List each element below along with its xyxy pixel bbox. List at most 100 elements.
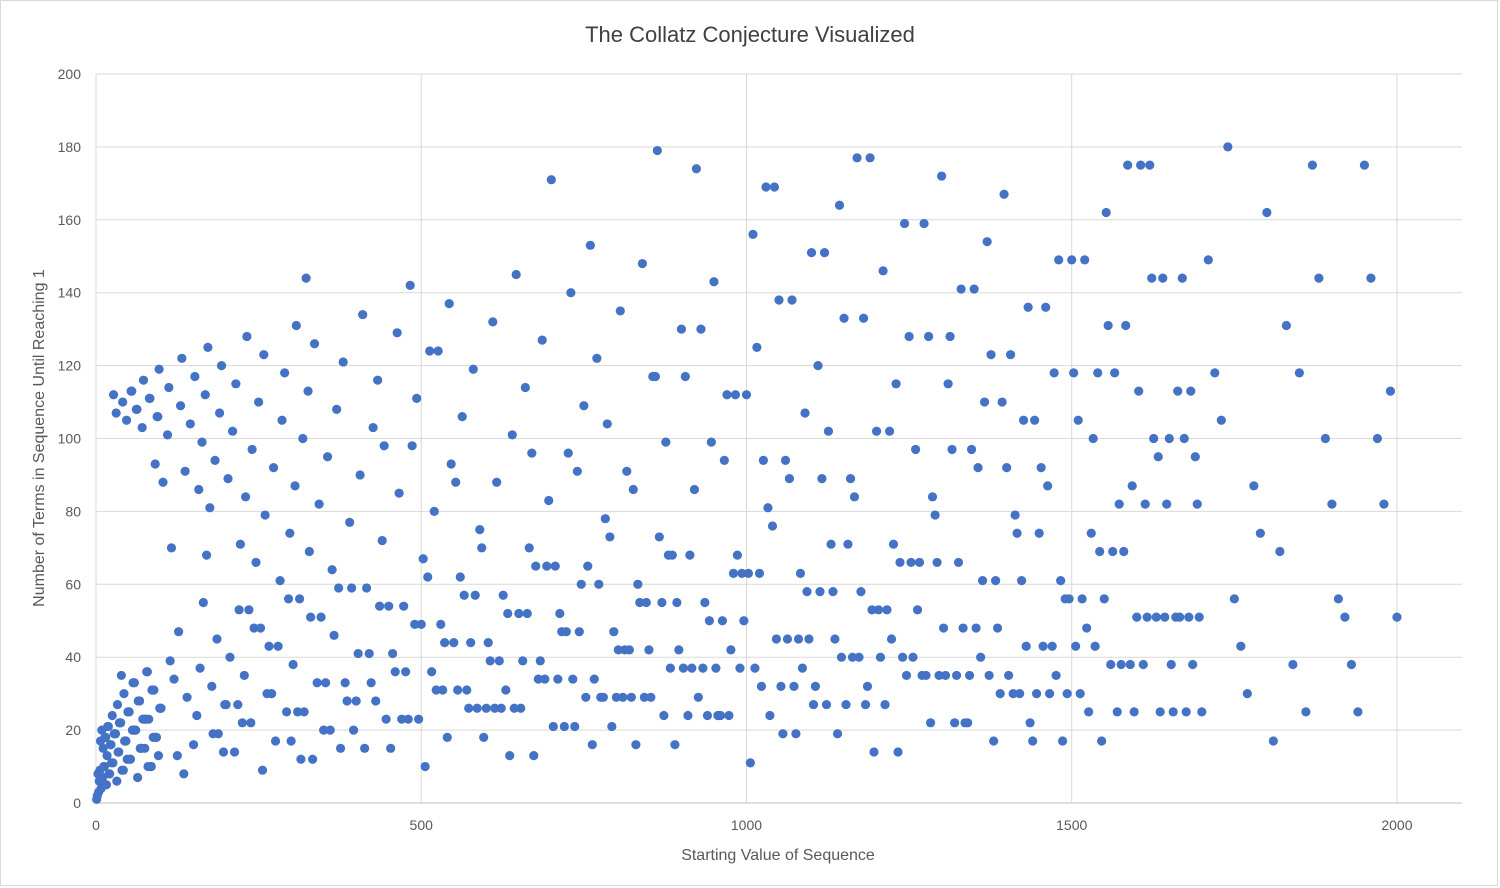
data-point: [587, 740, 597, 750]
data-point: [1138, 659, 1148, 670]
data-point: [624, 645, 634, 655]
data-point: [203, 342, 213, 352]
data-point: [700, 597, 710, 608]
data-point: [207, 681, 217, 691]
data-point: [756, 681, 767, 691]
data-point: [661, 437, 671, 447]
data-point: [1054, 255, 1064, 265]
data-point: [418, 554, 428, 564]
data-point: [327, 565, 337, 575]
data-point: [839, 313, 849, 323]
data-point: [174, 627, 184, 637]
data-point: [622, 466, 632, 476]
data-point: [503, 608, 513, 619]
data-point: [388, 648, 398, 659]
data-point: [1372, 433, 1383, 444]
data-point: [319, 725, 329, 735]
data-point: [490, 703, 500, 713]
data-point: [953, 557, 964, 568]
data-point: [1194, 612, 1204, 622]
data-point: [223, 473, 233, 484]
data-point: [210, 455, 220, 465]
data-point: [991, 576, 1001, 586]
data-point: [943, 379, 953, 389]
data-points: [92, 142, 1402, 804]
data-point: [1136, 160, 1146, 170]
data-point: [670, 740, 680, 750]
data-point: [329, 630, 339, 640]
data-point: [544, 495, 554, 506]
data-point: [105, 769, 115, 779]
data-point: [267, 689, 277, 699]
data-point: [880, 699, 890, 710]
y-tick-label: 140: [58, 285, 82, 301]
data-point: [914, 557, 925, 568]
data-point: [438, 685, 448, 695]
data-point: [1127, 481, 1137, 491]
data-point: [436, 619, 446, 629]
data-point: [221, 699, 231, 710]
data-point: [789, 681, 799, 691]
data-point: [963, 718, 973, 728]
data-point: [275, 576, 285, 586]
data-point: [296, 754, 306, 764]
data-point: [945, 331, 955, 342]
data-point: [927, 492, 938, 502]
data-point: [355, 470, 365, 480]
data-point: [676, 324, 687, 334]
data-point: [644, 645, 654, 655]
x-tick-label: 2000: [1381, 817, 1412, 833]
data-point: [858, 313, 869, 323]
data-point: [878, 266, 888, 276]
data-point: [832, 729, 843, 739]
data-point: [325, 725, 335, 735]
y-tick-label: 200: [58, 66, 82, 82]
data-point: [1229, 594, 1239, 604]
data-point: [137, 422, 147, 433]
data-point: [1101, 207, 1111, 218]
data-point: [423, 572, 433, 582]
data-point: [765, 710, 775, 721]
data-point: [103, 721, 113, 732]
data-point: [585, 240, 595, 250]
data-point: [1281, 320, 1291, 331]
data-point: [867, 605, 877, 615]
data-point: [294, 594, 305, 604]
data-point: [752, 342, 762, 352]
data-point: [1203, 255, 1213, 265]
data-point: [1236, 641, 1246, 651]
data-point: [162, 430, 173, 440]
data-point: [1340, 612, 1350, 622]
data-point: [745, 758, 755, 768]
data-point: [782, 634, 793, 644]
data-point: [774, 295, 784, 305]
data-point: [485, 656, 495, 666]
data-point: [312, 678, 322, 688]
data-point: [140, 743, 150, 753]
data-point: [101, 780, 112, 790]
data-point: [542, 561, 552, 571]
data-point: [992, 623, 1003, 633]
data-point: [1015, 689, 1025, 699]
data-point: [235, 539, 246, 549]
data-point: [583, 561, 593, 571]
data-point: [808, 699, 819, 710]
data-point: [763, 503, 773, 513]
data-point: [237, 718, 247, 728]
data-point: [615, 306, 625, 316]
data-point: [242, 331, 252, 342]
data-point: [249, 623, 259, 633]
data-point: [971, 623, 981, 633]
data-point: [108, 758, 118, 768]
data-point: [875, 652, 886, 662]
data-point: [982, 237, 992, 247]
data-point: [273, 641, 283, 651]
data-point: [1129, 707, 1139, 717]
data-point: [1093, 368, 1103, 378]
data-point: [650, 371, 661, 382]
data-point: [958, 623, 968, 633]
data-point: [477, 543, 487, 553]
data-point: [427, 667, 437, 677]
data-point: [674, 645, 684, 655]
data-point: [1288, 659, 1298, 670]
